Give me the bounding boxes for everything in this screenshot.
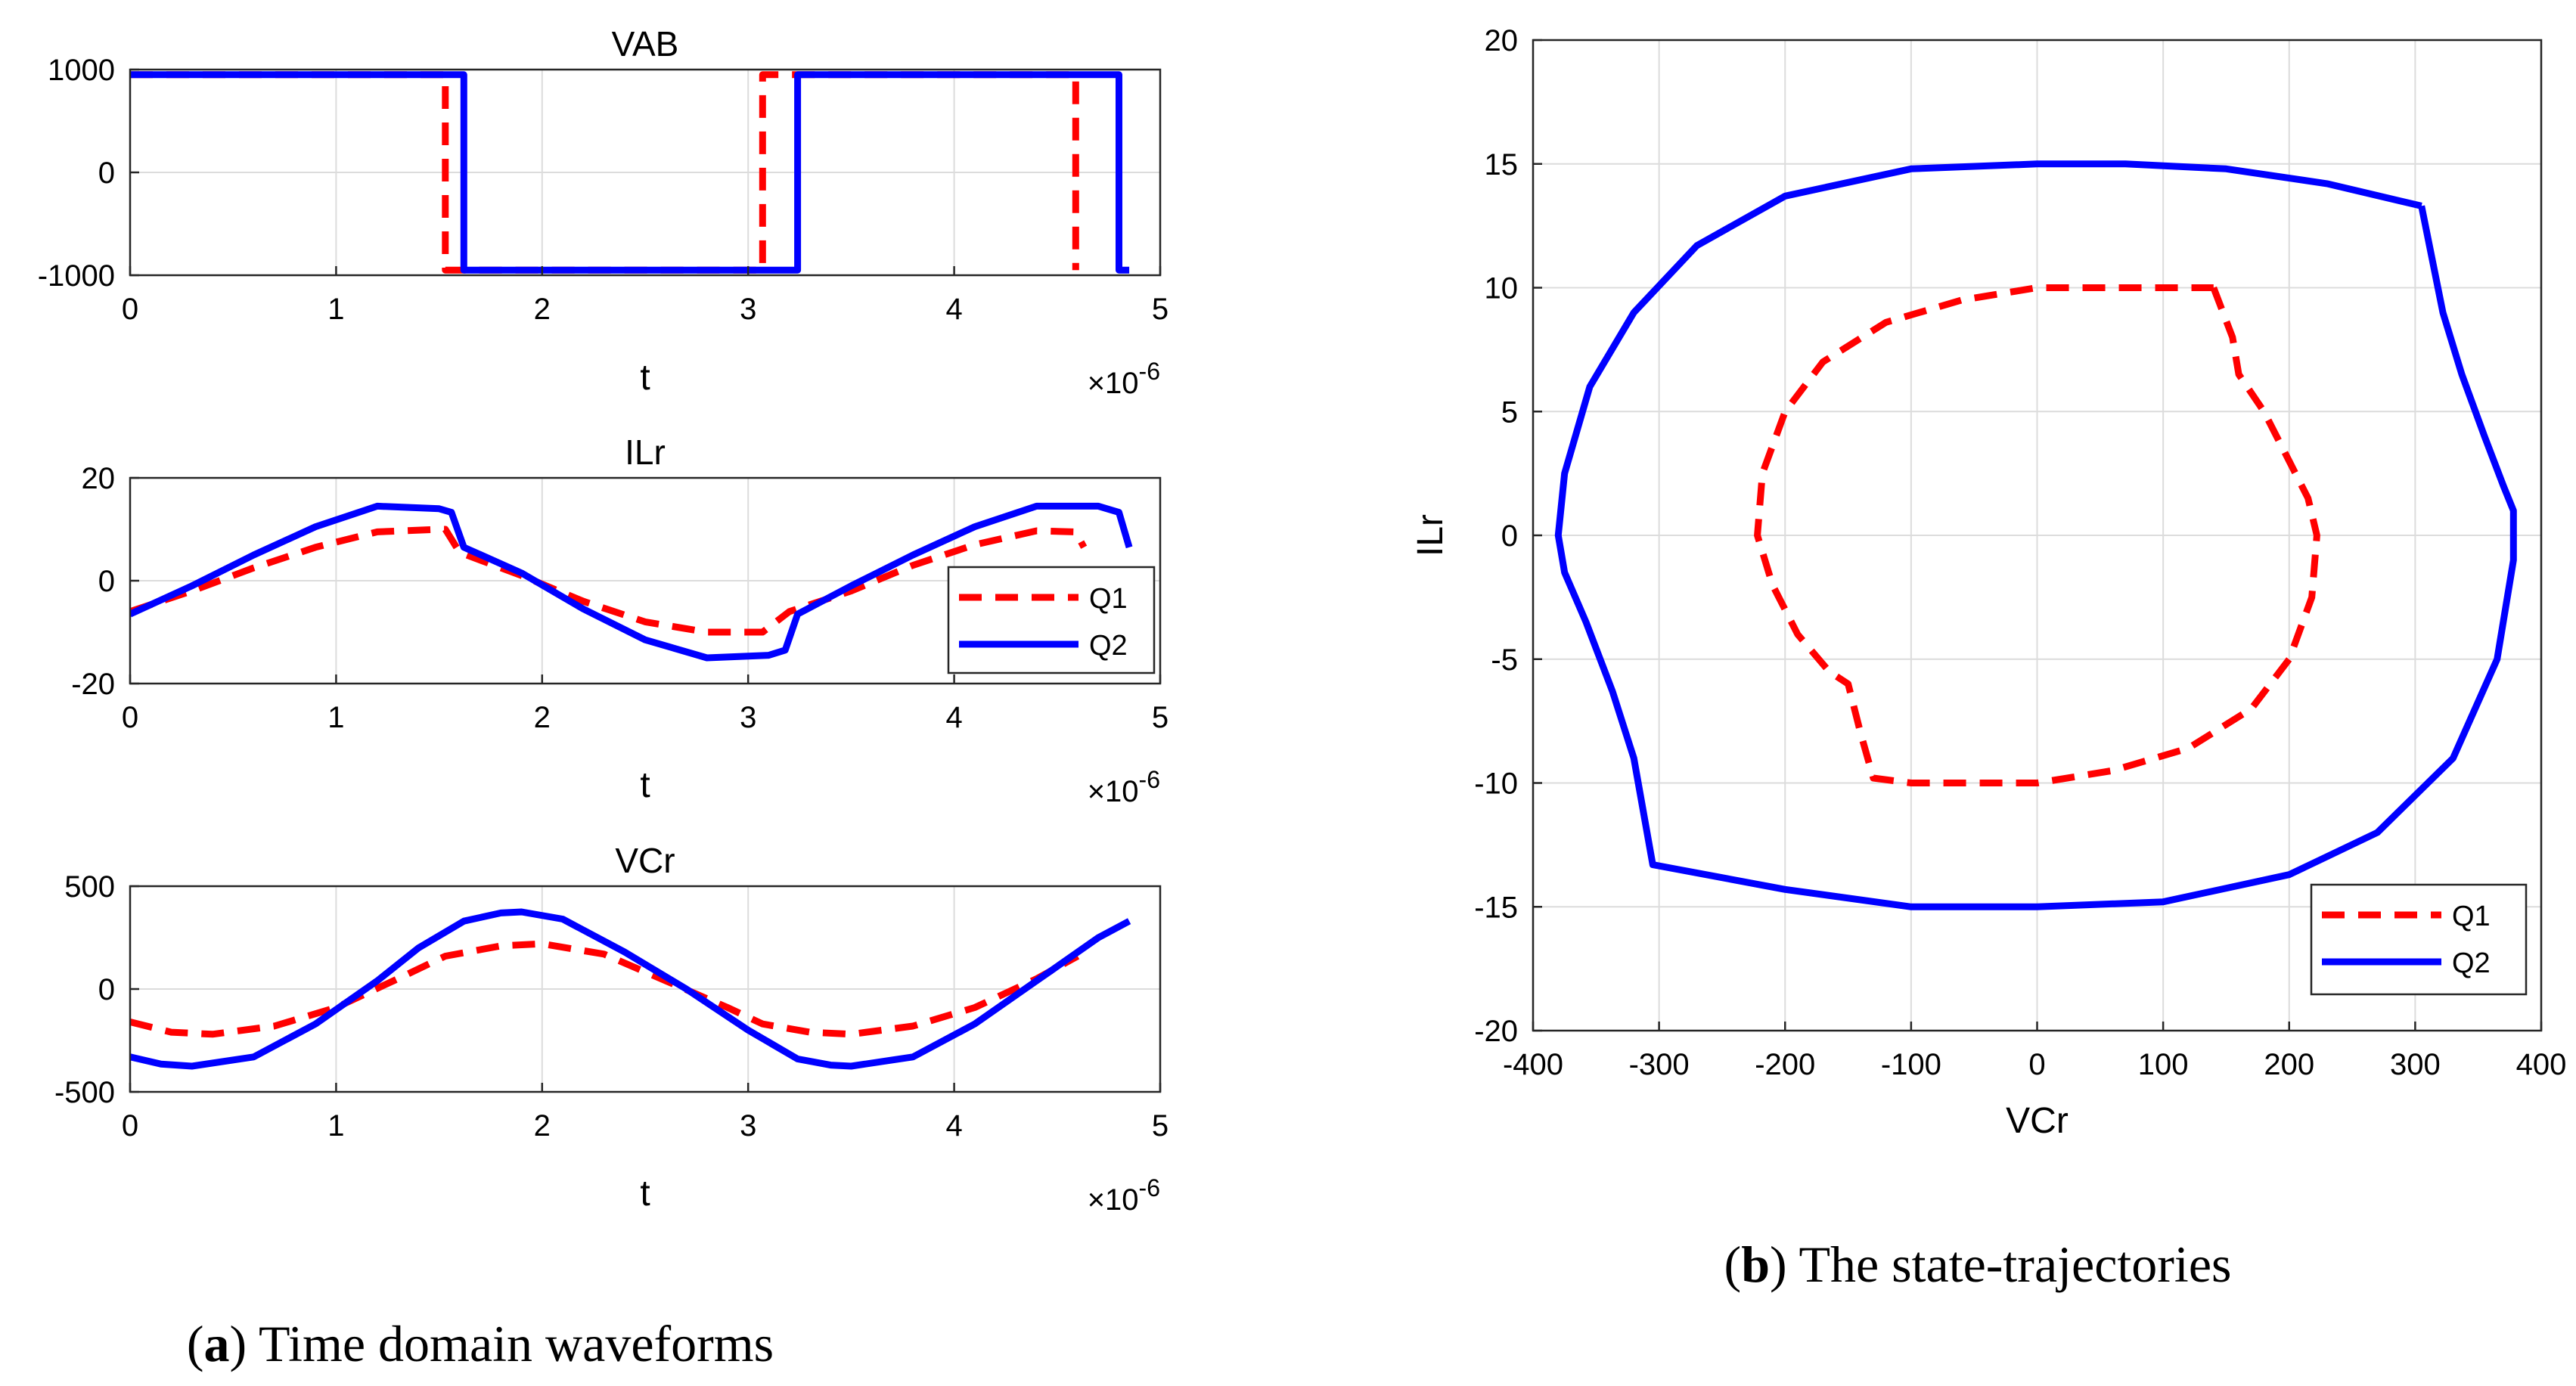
vab-xtick-label-2: 2	[534, 293, 551, 326]
traj-xtick-label-1: -300	[1629, 1048, 1690, 1081]
caption-b: (b) The state-trajectories	[1724, 1236, 2232, 1293]
ilr-xtick-label-0: 0	[122, 701, 138, 734]
caption-b-text: The state-trajectories	[1787, 1236, 2232, 1293]
vab-ytick-label-1: 0	[98, 157, 115, 190]
traj-xtick-label-5: 100	[2138, 1048, 2189, 1081]
vab-xtick-label-0: 0	[122, 293, 138, 326]
ilr-legend-box	[947, 566, 1156, 674]
vcr-x-multiplier: ×10-6	[1088, 1174, 1160, 1217]
vab-ytick-label-0: -1000	[38, 259, 115, 293]
vab-xlabel: t	[640, 358, 650, 398]
traj-legend-label-q1: Q1	[2452, 901, 2491, 932]
ilr-x-multiplier: ×10-6	[1088, 766, 1160, 808]
traj-legend-box	[2310, 883, 2528, 996]
vcr-ytick-label-2: 500	[64, 870, 115, 904]
ilr-title: ILr	[625, 433, 666, 472]
caption-b-close: )	[1770, 1236, 1787, 1293]
ilr-x-multiplier-power: -6	[1139, 766, 1160, 793]
ilr-xtick-label-5: 5	[1152, 701, 1169, 734]
traj-ytick-label-6: 10	[1485, 272, 1519, 305]
ilr-ytick-label-0: -20	[71, 668, 115, 701]
caption-a-open: (	[187, 1315, 204, 1372]
traj-xtick-label-8: 400	[2516, 1048, 2567, 1081]
ilr-xtick-label-3: 3	[740, 701, 756, 734]
plot-traj: -400 -300 -200 -100 0 100 200 300 400-20-15-10-5…	[1411, 24, 2566, 1141]
traj-xtick-label-4: 0	[2028, 1048, 2045, 1081]
traj-ytick-label-4: 0	[1501, 519, 1518, 553]
ilr-xtick-label-1: 1	[327, 701, 344, 734]
vab-xtick-label-1: 1	[327, 293, 344, 326]
vcr-x-multiplier-base: ×10	[1088, 1183, 1139, 1217]
ilr-xtick-label-4: 4	[945, 701, 962, 734]
vab-xtick-label-4: 4	[945, 293, 962, 326]
traj-xtick-label-3: -100	[1881, 1048, 1941, 1081]
vcr-series-q1	[130, 940, 1080, 1038]
traj-series-q1	[1754, 284, 2320, 786]
vcr-xtick-label-2: 2	[534, 1109, 551, 1143]
vab-ytick-label-2: 1000	[48, 54, 115, 87]
traj-ytick-label-2: -10	[1474, 767, 1518, 801]
ilr-ytick-label-2: 20	[82, 462, 116, 495]
caption-b-letter: b	[1741, 1236, 1770, 1293]
ilr-series-q1	[130, 526, 1088, 636]
vcr-xtick-label-4: 4	[945, 1109, 962, 1143]
traj-ylabel: ILr	[1411, 514, 1451, 557]
traj-ytick-label-8: 20	[1485, 24, 1519, 57]
caption-a-text: Time domain waveforms	[247, 1315, 774, 1372]
vcr-xtick-label-5: 5	[1152, 1109, 1169, 1143]
ilr-legend-label-q2: Q2	[1089, 630, 1128, 662]
ilr-series-q2	[130, 502, 1133, 662]
traj-ytick-label-0: -20	[1474, 1015, 1518, 1048]
traj-xtick-label-6: 200	[2264, 1048, 2314, 1081]
vab-x-multiplier: ×10-6	[1088, 358, 1160, 400]
caption-a-close: )	[230, 1315, 247, 1372]
traj-ytick-label-5: 5	[1501, 395, 1518, 429]
vab-xtick-label-5: 5	[1152, 293, 1169, 326]
vcr-xtick-label-1: 1	[327, 1109, 344, 1143]
traj-ytick-label-3: -5	[1491, 643, 1518, 677]
vab-series-q2	[130, 71, 1130, 274]
ilr-legend-label-q1: Q1	[1089, 583, 1128, 615]
traj-xtick-label-2: -200	[1755, 1048, 1815, 1081]
vab-x-multiplier-power: -6	[1139, 358, 1160, 385]
vcr-ytick-label-0: -500	[54, 1076, 115, 1109]
traj-ytick-label-1: -15	[1474, 891, 1518, 924]
caption-a-letter: a	[204, 1315, 230, 1372]
ilr-ytick-label-1: 0	[98, 565, 115, 598]
traj-legend-label-q2: Q2	[2452, 947, 2491, 979]
caption-b-open: (	[1724, 1236, 1742, 1293]
vcr-title: VCr	[615, 841, 675, 880]
vab-xtick-label-3: 3	[740, 293, 756, 326]
ilr-x-multiplier-base: ×10	[1088, 775, 1139, 808]
ilr-xtick-label-2: 2	[534, 701, 551, 734]
traj-xlabel: VCr	[2006, 1101, 2069, 1141]
ilr-xlabel: t	[640, 765, 650, 805]
traj-series-q2	[1554, 160, 2517, 910]
vcr-xtick-label-3: 3	[740, 1109, 756, 1143]
vab-title: VAB	[612, 24, 679, 64]
traj-ytick-label-7: 15	[1485, 148, 1519, 181]
vcr-series-q2	[130, 908, 1131, 1070]
vcr-ytick-label-1: 0	[98, 973, 115, 1006]
vcr-xlabel: t	[640, 1174, 650, 1214]
vcr-x-multiplier-power: -6	[1139, 1174, 1160, 1202]
vab-x-multiplier-base: ×10	[1088, 367, 1139, 400]
traj-xtick-label-7: 300	[2390, 1048, 2441, 1081]
traj-xtick-label-0: -400	[1503, 1048, 1563, 1081]
caption-a: (a) Time domain waveforms	[187, 1315, 774, 1372]
vcr-xtick-label-0: 0	[122, 1109, 138, 1143]
